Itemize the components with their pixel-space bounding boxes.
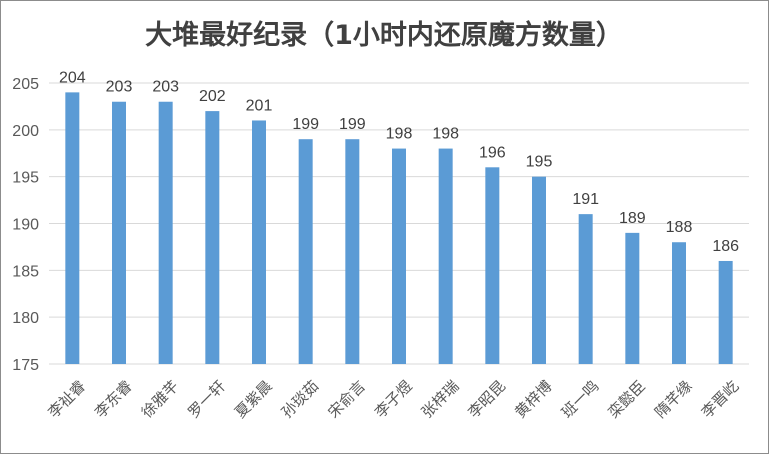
x-tick-label: 徐雅芊 <box>138 377 183 422</box>
data-label: 198 <box>432 126 459 143</box>
bar <box>252 120 266 364</box>
x-tick-label: 罗一轩 <box>185 377 230 422</box>
data-labels: 204 203 203 202 201 199 199 198 198 196 195 191 189 1… <box>59 69 739 255</box>
x-tick-label: 李东睿 <box>91 377 136 422</box>
bar <box>438 148 453 364</box>
bar <box>485 167 500 364</box>
y-axis-ticks: 175 180 185 190 195 200 205 <box>12 76 39 374</box>
bar <box>345 139 360 364</box>
data-label: 203 <box>106 79 133 96</box>
data-label: 203 <box>152 79 179 96</box>
x-tick-label: 孙琰茹 <box>278 377 323 422</box>
chart-title: 大堆最好纪录（1小时内还原魔方数量） <box>145 19 623 51</box>
data-label: 188 <box>666 219 693 236</box>
data-label: 199 <box>292 116 319 133</box>
data-label: 189 <box>619 210 646 227</box>
data-label: 196 <box>479 144 506 161</box>
x-tick-label: 李祉睿 <box>45 377 90 422</box>
x-tick-label: 班一鸣 <box>558 377 603 422</box>
x-tick-label: 夏紫晨 <box>231 377 276 422</box>
x-tick-label: 张梓瑞 <box>418 377 463 422</box>
data-label: 195 <box>526 154 553 171</box>
x-tick-label: 李昭昆 <box>465 377 510 422</box>
x-axis-ticks: 李祉睿 李东睿 徐雅芊 罗一轩 夏紫晨 孙琰茹 宋俞言 李子煜 张梓瑞 李昭昆 黄梓博 班一鸣 栾懿臣隋… <box>45 377 743 422</box>
x-tick-label: 隋芊缘 <box>651 377 696 422</box>
y-tick-label: 175 <box>12 357 39 374</box>
bar <box>718 260 733 364</box>
bar <box>392 148 406 364</box>
bar <box>298 139 313 364</box>
x-tick-label: 李子煜 <box>371 377 416 422</box>
data-label: 198 <box>386 126 413 143</box>
data-label: 204 <box>59 69 86 86</box>
x-tick-label: 黄梓博 <box>511 377 556 422</box>
y-tick-label: 205 <box>12 76 39 93</box>
data-label: 191 <box>572 191 599 208</box>
data-label: 186 <box>712 238 739 255</box>
x-tick-label: 宋俞言 <box>325 377 370 422</box>
y-tick-label: 190 <box>12 217 39 234</box>
bar <box>205 111 220 364</box>
x-tick-label: 栾懿臣 <box>605 377 650 422</box>
bars <box>65 92 733 364</box>
data-label: 202 <box>199 88 226 105</box>
y-tick-label: 185 <box>12 263 39 280</box>
bar <box>65 92 80 364</box>
bar <box>672 242 686 364</box>
bar <box>112 101 126 364</box>
y-tick-label: 180 <box>12 310 39 327</box>
y-tick-label: 200 <box>12 123 39 140</box>
bar <box>578 214 593 364</box>
y-tick-label: 195 <box>12 170 39 187</box>
data-label: 201 <box>246 97 273 114</box>
data-label: 199 <box>339 116 366 133</box>
bar <box>158 101 173 364</box>
bar <box>625 232 640 364</box>
x-tick-label: 李晋屹 <box>698 377 743 422</box>
bar <box>532 176 546 364</box>
